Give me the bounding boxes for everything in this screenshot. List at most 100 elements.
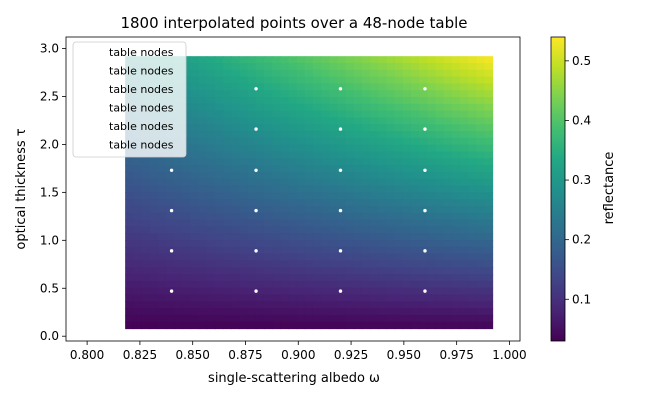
heatmap-cell bbox=[459, 97, 469, 105]
heatmap-cell bbox=[361, 62, 371, 71]
heatmap-cell bbox=[272, 274, 281, 282]
heatmap-cell bbox=[435, 301, 445, 309]
heatmap-cell bbox=[370, 90, 379, 98]
heatmap-cell bbox=[255, 124, 265, 132]
heatmap-cell bbox=[255, 110, 265, 119]
heatmap-cell bbox=[451, 226, 461, 234]
heatmap-cell bbox=[157, 158, 167, 166]
heatmap-cell bbox=[484, 83, 494, 91]
heatmap-cell bbox=[402, 131, 412, 139]
heatmap-cell bbox=[231, 97, 241, 105]
heatmap-cell bbox=[304, 178, 314, 187]
heatmap-cell bbox=[419, 178, 428, 187]
heatmap-cell bbox=[370, 171, 379, 180]
heatmap-cell bbox=[198, 287, 208, 296]
heatmap-cell bbox=[263, 144, 273, 153]
heatmap-cell bbox=[296, 144, 306, 153]
heatmap-cell bbox=[206, 97, 216, 105]
heatmap-cell bbox=[296, 151, 306, 159]
heatmap-cell bbox=[272, 287, 281, 296]
heatmap-cell bbox=[182, 56, 192, 64]
legend-marker bbox=[87, 50, 91, 54]
heatmap-cell bbox=[190, 131, 200, 139]
heatmap-cell bbox=[361, 280, 371, 289]
heatmap-cell bbox=[247, 151, 257, 159]
heatmap-cell bbox=[223, 137, 232, 146]
heatmap-cell bbox=[394, 260, 404, 268]
heatmap-cell bbox=[321, 137, 330, 146]
heatmap-cell bbox=[451, 287, 461, 296]
heatmap-cell bbox=[239, 83, 249, 91]
heatmap-cell bbox=[321, 301, 330, 309]
heatmap-cell bbox=[468, 212, 477, 221]
heatmap-cell bbox=[419, 212, 428, 221]
heatmap-cell bbox=[402, 246, 412, 255]
heatmap-cell bbox=[182, 199, 192, 207]
heatmap-cell bbox=[296, 90, 306, 98]
heatmap-cell bbox=[451, 124, 461, 132]
heatmap-cell bbox=[239, 233, 249, 241]
heatmap-cell bbox=[272, 137, 281, 146]
heatmap-cell bbox=[263, 321, 273, 330]
heatmap-cell bbox=[174, 246, 183, 255]
heatmap-cell bbox=[247, 212, 257, 221]
heatmap-cell bbox=[223, 62, 232, 71]
heatmap-cell bbox=[255, 137, 265, 146]
heatmap-cell bbox=[198, 226, 208, 234]
heatmap-cell bbox=[410, 267, 420, 275]
heatmap-cell bbox=[288, 199, 298, 207]
heatmap-cell bbox=[304, 76, 314, 85]
heatmap-cell bbox=[198, 212, 208, 221]
heatmap-cell bbox=[459, 267, 469, 275]
heatmap-cell bbox=[443, 314, 453, 323]
heatmap-cell bbox=[304, 151, 314, 159]
heatmap-cell bbox=[459, 253, 469, 262]
heatmap-cell bbox=[133, 240, 143, 248]
heatmap-cell bbox=[468, 83, 477, 91]
heatmap-cell bbox=[304, 267, 314, 275]
heatmap-cell bbox=[247, 178, 257, 187]
heatmap-cell bbox=[394, 103, 404, 112]
heatmap-cell bbox=[231, 171, 241, 180]
heatmap-cell bbox=[419, 69, 428, 78]
heatmap-cell bbox=[468, 233, 477, 241]
heatmap-cell bbox=[255, 308, 265, 316]
heatmap-cell bbox=[410, 246, 420, 255]
heatmap-cell bbox=[459, 90, 469, 98]
heatmap-cell bbox=[190, 56, 200, 64]
heatmap-cell bbox=[214, 274, 224, 282]
heatmap-cell bbox=[223, 185, 232, 193]
heatmap-cell bbox=[427, 62, 436, 71]
heatmap-cell bbox=[386, 56, 396, 64]
heatmap-cell bbox=[435, 226, 445, 234]
heatmap-cell bbox=[296, 97, 306, 105]
heatmap-cell bbox=[149, 192, 159, 200]
heatmap-cell bbox=[133, 301, 143, 309]
heatmap-cell bbox=[165, 260, 175, 268]
heatmap-cell bbox=[247, 233, 257, 241]
heatmap-cell bbox=[353, 62, 363, 71]
heatmap-cell bbox=[402, 97, 412, 105]
heatmap-cell bbox=[214, 144, 224, 153]
heatmap-cell bbox=[312, 280, 322, 289]
heatmap-cell bbox=[435, 137, 445, 146]
heatmap-cell bbox=[312, 287, 322, 296]
heatmap-cell bbox=[370, 62, 379, 71]
heatmap-cell bbox=[247, 205, 257, 214]
heatmap-cell bbox=[272, 240, 281, 248]
heatmap-cell bbox=[263, 178, 273, 187]
heatmap-cell bbox=[386, 185, 396, 193]
heatmap-cell bbox=[141, 212, 151, 221]
heatmap-cell bbox=[223, 314, 232, 323]
heatmap-cell bbox=[280, 124, 290, 132]
heatmap-cell bbox=[386, 62, 396, 71]
heatmap-cell bbox=[125, 240, 134, 248]
heatmap-cell bbox=[443, 267, 453, 275]
heatmap-cell bbox=[353, 240, 363, 248]
heatmap-cell bbox=[345, 62, 355, 71]
heatmap-cell bbox=[239, 124, 249, 132]
heatmap-cell bbox=[410, 144, 420, 153]
heatmap-cell bbox=[370, 233, 379, 241]
heatmap-cell bbox=[435, 267, 445, 275]
heatmap-cell bbox=[419, 314, 428, 323]
